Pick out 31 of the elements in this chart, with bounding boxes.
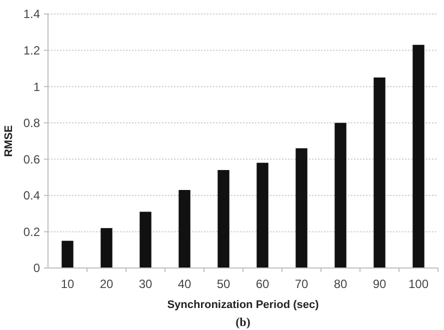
bar: [140, 212, 152, 268]
y-axis-title: RMSE: [3, 125, 15, 157]
x-tick-label: 20: [100, 277, 114, 291]
bar: [334, 122, 346, 268]
bar: [412, 44, 424, 268]
y-tick-label: 0.8: [23, 116, 40, 130]
x-tick-label: 60: [256, 277, 270, 291]
x-tick-label: 70: [294, 277, 308, 291]
x-tick-label: 100: [408, 277, 429, 291]
x-axis-title: Synchronization Period (sec): [167, 299, 320, 311]
bar: [62, 240, 74, 268]
x-tick-label: 10: [60, 277, 74, 291]
y-tick-label: 0.6: [23, 152, 40, 166]
x-tick-label: 50: [216, 277, 230, 291]
x-tick-label: 30: [138, 277, 152, 291]
y-tick-label: 0: [33, 261, 40, 276]
y-tick-label: 0.2: [23, 224, 40, 239]
bar: [100, 228, 112, 268]
x-tick-label: 40: [178, 277, 192, 291]
text: (b): [236, 315, 250, 329]
bar: [296, 148, 308, 268]
y-tick-label: 1.4: [23, 7, 40, 22]
bar: [218, 170, 230, 268]
bar: [178, 190, 190, 268]
y-tick-label: 1: [33, 80, 40, 94]
x-tick-label: 90: [372, 277, 386, 291]
bar: [256, 162, 268, 268]
x-tick-label: 80: [334, 277, 348, 291]
y-tick-label: 1.2: [23, 43, 40, 58]
y-tick-label: 0.4: [23, 188, 40, 203]
bar: [374, 78, 386, 268]
